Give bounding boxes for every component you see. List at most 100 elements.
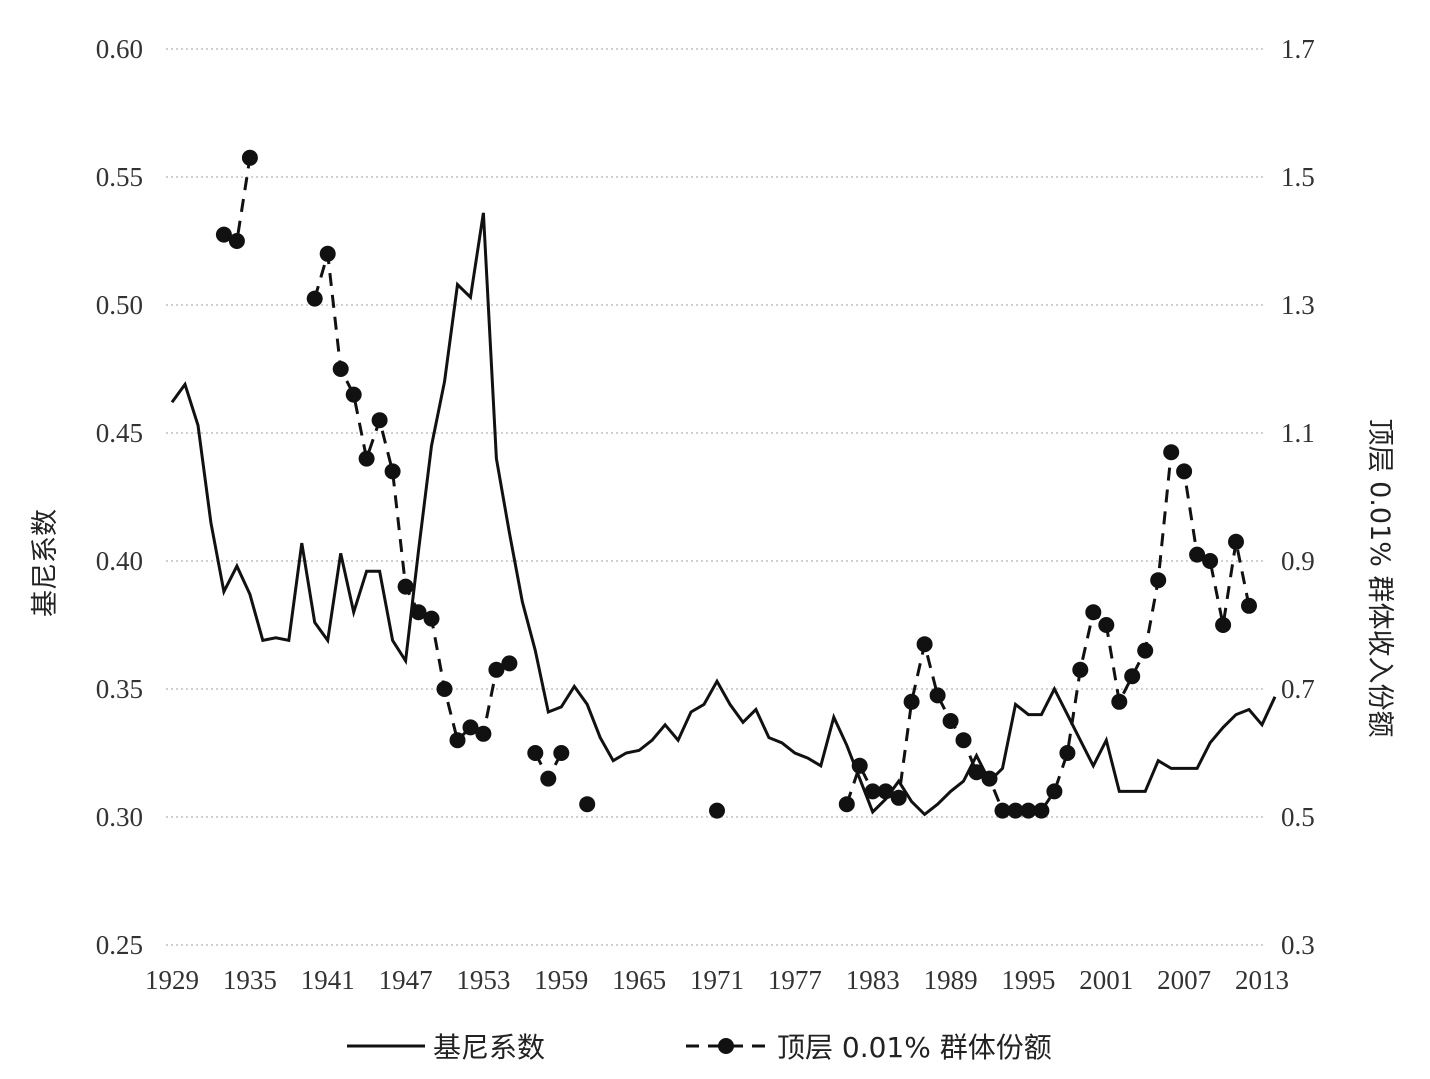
top-share-point: [994, 802, 1011, 819]
top-share-point: [1007, 802, 1024, 819]
x-tick-label: 1947: [379, 965, 433, 995]
y2-tick-label: 0.3: [1281, 930, 1315, 960]
top-share-point: [955, 732, 972, 749]
top-share-point: [436, 681, 453, 697]
x-tick-label: 1983: [846, 965, 900, 995]
y-tick-label: 0.50: [96, 290, 143, 320]
top-share-point: [1241, 597, 1257, 614]
top-share-point: [1085, 604, 1102, 621]
top-share-point: [1111, 693, 1128, 710]
top-share-point: [968, 764, 985, 781]
top-share-point: [371, 412, 388, 429]
y-tick-label: 0.35: [96, 674, 143, 704]
top-share-point: [1163, 444, 1180, 461]
y2-tick-label: 1.5: [1281, 162, 1315, 192]
top-share-point: [1059, 745, 1076, 761]
top-share-point: [709, 802, 725, 819]
top-share-series-line: [845, 447, 1251, 813]
y-tick-label: 0.55: [96, 162, 143, 192]
legend-top-label: 顶层 0.01% 群体份额: [777, 1031, 1052, 1064]
top-share-point: [332, 361, 349, 377]
y-tick-label: 0.25: [96, 930, 143, 960]
top-share-point: [1098, 617, 1115, 633]
y2-tick-label: 1.7: [1281, 34, 1315, 64]
y-tick-label: 0.60: [96, 34, 143, 64]
top-share-point: [215, 226, 232, 243]
top-share-point: [449, 732, 466, 749]
top-share-point: [475, 725, 492, 742]
top-share-point: [488, 661, 505, 678]
y2-tick-label: 1.3: [1281, 290, 1315, 320]
top-share-point: [345, 386, 362, 403]
y2-tick-label: 0.5: [1281, 802, 1315, 832]
top-share-point: [540, 770, 557, 787]
top-share-point: [397, 578, 414, 595]
legend-top-marker: [718, 1038, 734, 1054]
x-tick-label: 1989: [924, 965, 978, 995]
x-tick-label: 1953: [456, 965, 510, 995]
x-tick-label: 1935: [223, 965, 277, 995]
top-share-point: [851, 757, 868, 774]
legend: 基尼系数 顶层 0.01% 群体份额: [347, 1031, 1052, 1064]
top-share-point: [1189, 546, 1206, 563]
top-share-point: [241, 149, 258, 166]
top-share-point: [916, 636, 933, 653]
top-share-point: [410, 604, 427, 621]
top-share-point: [553, 745, 570, 761]
left-axis-ticks: 0.25 0.30 0.35 0.40 0.45 0.50 0.55 0.60: [96, 34, 143, 960]
top-share-point: [358, 450, 375, 467]
x-tick-label: 1959: [534, 965, 588, 995]
top-share-point: [1202, 553, 1219, 569]
top-share-point: [423, 610, 440, 627]
top-share-point: [306, 290, 323, 307]
legend-gini-label: 基尼系数: [433, 1031, 545, 1064]
x-tick-label: 2013: [1235, 965, 1289, 995]
gini-series-line: [170, 212, 1277, 817]
top-share-point: [1020, 802, 1037, 819]
top-share-point: [527, 745, 544, 761]
x-tick-label: 1941: [301, 965, 355, 995]
top-share-point: [319, 245, 336, 262]
y2-tick-label: 0.9: [1281, 546, 1315, 576]
x-tick-label: 1965: [612, 965, 666, 995]
x-tick-label: 2007: [1157, 965, 1211, 995]
top-share-point: [1176, 463, 1193, 480]
top-share-point: [890, 789, 907, 806]
x-tick-label: 1929: [145, 965, 199, 995]
x-tick-label: 1995: [1001, 965, 1055, 995]
top-share-point: [942, 713, 959, 729]
x-tick-label: 1971: [690, 965, 744, 995]
top-share-point: [1124, 668, 1141, 685]
top-share-point: [877, 783, 894, 800]
left-axis-title: 基尼系数: [30, 509, 61, 617]
top-share-point: [228, 233, 245, 249]
top-share-series-line: [313, 253, 511, 744]
right-axis-ticks: 0.3 0.5 0.7 0.9 1.1 1.3 1.5 1.7: [1281, 34, 1315, 960]
top-share-point: [903, 693, 920, 710]
y2-tick-label: 0.7: [1281, 674, 1315, 704]
top-share-point: [579, 796, 596, 813]
y-tick-label: 0.45: [96, 418, 143, 448]
top-share-point: [501, 655, 518, 672]
x-tick-label: 1977: [768, 965, 822, 995]
top-share-point: [838, 796, 855, 813]
top-share-point: [1228, 533, 1244, 550]
y-tick-label: 0.40: [96, 546, 143, 576]
top-share-point: [929, 687, 946, 704]
top-share-point: [1137, 642, 1154, 659]
top-share-point: [1150, 572, 1167, 589]
y-tick-label: 0.30: [96, 802, 143, 832]
top-share-point: [981, 770, 998, 787]
top-share-point: [864, 783, 881, 800]
right-axis-title: 顶层 0.01% 群体收入份额: [1364, 419, 1395, 738]
top-share-point: [384, 463, 401, 480]
y2-tick-label: 1.1: [1281, 418, 1315, 448]
top-share-point: [1072, 661, 1089, 678]
top-share-point: [462, 719, 479, 736]
top-share-point: [1033, 802, 1050, 819]
top-share-point: [1046, 783, 1063, 800]
series-layer: [170, 149, 1277, 819]
top-share-point: [1215, 617, 1232, 633]
x-tick-label: 2001: [1079, 965, 1133, 995]
